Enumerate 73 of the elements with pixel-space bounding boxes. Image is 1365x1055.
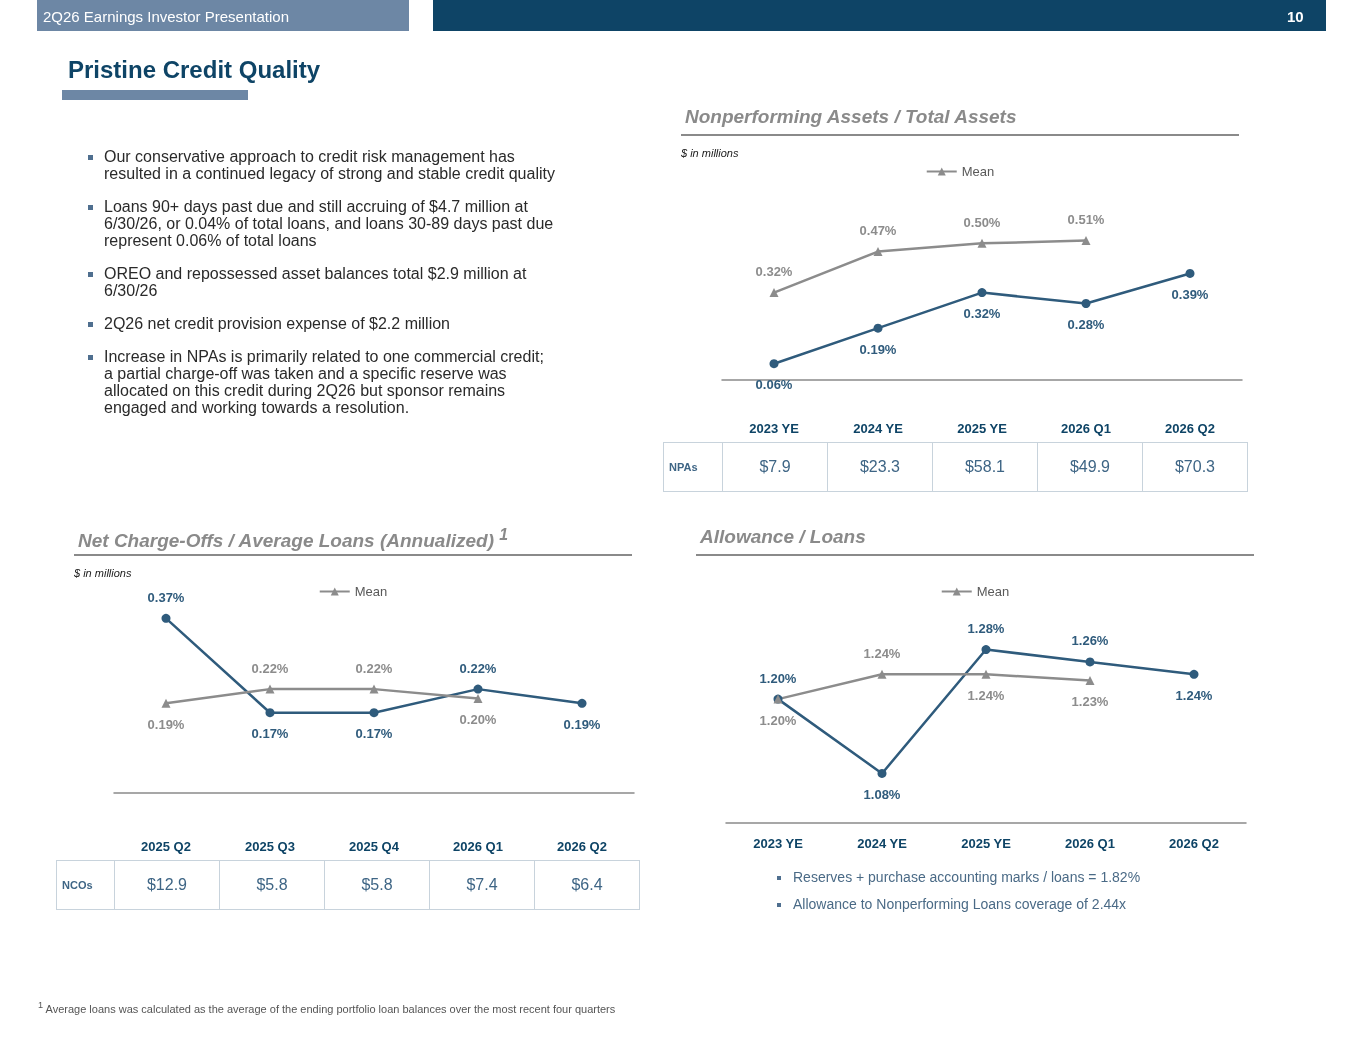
text: NPAs — [663, 442, 723, 492]
text: $23.3 — [827, 442, 933, 492]
data-label: 1.20% — [759, 712, 797, 728]
text: $5.8 — [219, 860, 325, 910]
text: $49.9 — [1037, 442, 1143, 492]
x-tick-label: 2026 Q2 — [1165, 421, 1215, 436]
legend-label: Mean — [961, 164, 995, 179]
data-label: 1.23% — [1071, 694, 1109, 710]
text: Reserves + purchase accounting marks / loans = 1.82% — [793, 869, 1141, 885]
data-label: 0.39% — [1171, 286, 1209, 302]
text: $12.9 — [114, 860, 220, 910]
data-label: 0.22% — [459, 660, 497, 676]
chart-title: Net Charge-Offs / Average Loans (Annualized) $^{1}$ — [78, 526, 509, 553]
data-label: 1.20% — [759, 670, 797, 686]
chart-title: Nonperforming Assets / Total Assets — [685, 106, 1017, 128]
data-label: 0.20% — [459, 712, 497, 728]
data-label: 0.06% — [755, 377, 793, 393]
x-tick-label: 2025 YE — [961, 836, 1012, 851]
data-label: 1.24% — [967, 687, 1005, 703]
text: Pristine Credit Quality — [68, 56, 321, 84]
data-label: 0.50% — [963, 214, 1001, 230]
text: $6.4 — [534, 860, 640, 910]
data-label: 0.51% — [1067, 212, 1105, 228]
text: 2Q26 net credit provision expense of $2.2 million — [104, 315, 450, 332]
text: $5.8 — [324, 860, 430, 910]
text: $7.9 — [722, 442, 828, 492]
data-label: 1.26% — [1071, 633, 1109, 649]
legend-label: Mean — [976, 584, 1010, 599]
text: OREO and repossessed asset balances total $2.9 million at 6/30/26 — [104, 265, 527, 299]
data-label: 0.17% — [251, 726, 289, 742]
text: Increase in NPAs is primarily related to one commercial credit; a partial charge-off was taken and a specific reserve was allocated on this credit during 2Q26 but sponsor remains engaged and working towards a resolution. — [104, 348, 544, 416]
data-label: 1.24% — [863, 645, 901, 661]
text: Loans 90+ days past due and still accruing of $4.7 million at 6/30/26, or 0.04% of total loans, and loans 30-89 days past due represent 0.06% of total loans — [104, 198, 554, 249]
x-tick-label: 2025 Q2 — [141, 839, 191, 854]
x-tick-label: 2024 YE — [857, 836, 908, 851]
text: 2Q26 Earnings Investor Presentation — [43, 8, 289, 25]
text: $7.4 — [429, 860, 535, 910]
chart-title: Allowance / Loans — [700, 526, 866, 548]
data-label: 0.37% — [147, 589, 185, 605]
x-tick-label: 2025 Q3 — [245, 839, 295, 854]
text: Our conservative approach to credit risk management has resulted in a continued legacy of strong and stable credit quality — [104, 148, 555, 182]
data-label: 0.19% — [859, 341, 897, 357]
x-tick-label: 2024 YE — [853, 421, 904, 436]
data-label: 0.28% — [1067, 317, 1105, 333]
data-label: 0.32% — [963, 306, 1001, 322]
text: $ in millions — [74, 567, 132, 579]
data-label: 0.19% — [147, 716, 185, 732]
data-label: 1.28% — [967, 621, 1005, 637]
text: $^{1}$ Average loans was calculated as the average of the ending portfolio loan balances over the most recent four quarters — [38, 1000, 616, 1015]
x-tick-label: 2026 Q2 — [1169, 836, 1219, 851]
x-tick-label: 2026 Q2 — [557, 839, 607, 854]
data-label: 1.24% — [1175, 687, 1213, 703]
legend-label: Mean — [354, 584, 388, 599]
text: 10 — [1287, 8, 1304, 25]
data-label: 0.17% — [355, 726, 393, 742]
data-label: 0.19% — [563, 716, 601, 732]
x-tick-label: 2026 Q1 — [1061, 421, 1111, 436]
x-tick-label: 2026 Q1 — [1065, 836, 1115, 851]
x-tick-label: 2023 YE — [753, 836, 804, 851]
x-tick-label: 2025 Q4 — [349, 839, 400, 854]
text: NCOs — [56, 860, 115, 910]
x-tick-label: 2026 Q1 — [453, 839, 503, 854]
text: Allowance to Nonperforming Loans coverage of 2.44x — [793, 896, 1127, 912]
data-label: 1.08% — [863, 786, 901, 802]
data-label: 0.22% — [355, 660, 393, 676]
x-tick-label: 2023 YE — [749, 421, 800, 436]
data-label: 0.47% — [859, 223, 897, 239]
data-label: 0.22% — [251, 660, 289, 676]
text: $58.1 — [932, 442, 1038, 492]
text: $70.3 — [1142, 442, 1248, 492]
x-tick-label: 2025 YE — [957, 421, 1008, 436]
data-label: 0.32% — [755, 264, 793, 280]
text: $ in millions — [681, 147, 739, 159]
